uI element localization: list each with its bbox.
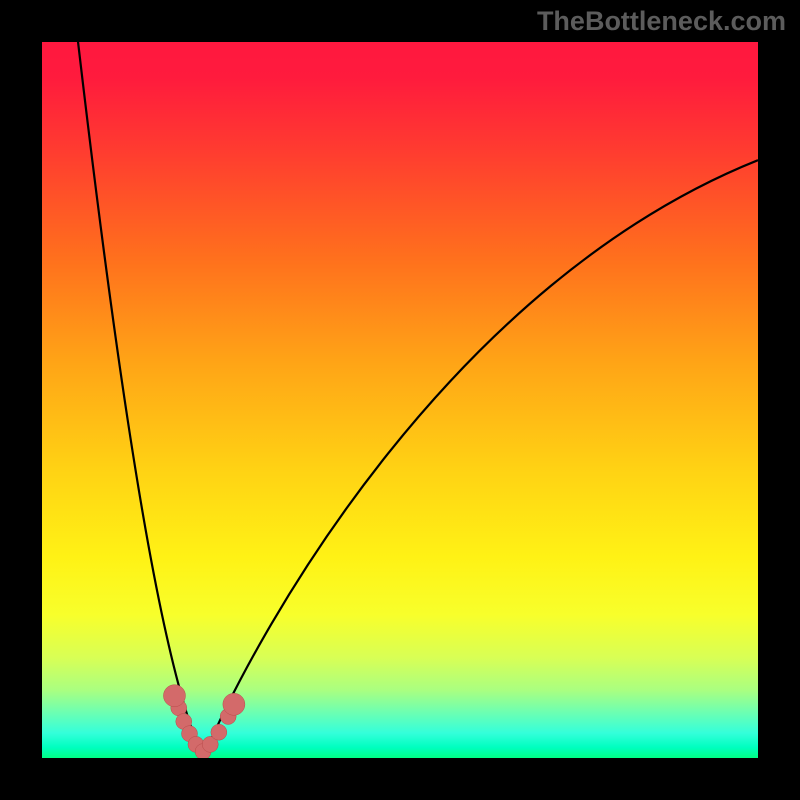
marker-dot (211, 724, 227, 740)
gradient-background (42, 42, 758, 758)
marker-dot (223, 693, 245, 715)
chart-plot (0, 0, 800, 800)
watermark-text: TheBottleneck.com (537, 6, 786, 37)
marker-dot (163, 685, 185, 707)
